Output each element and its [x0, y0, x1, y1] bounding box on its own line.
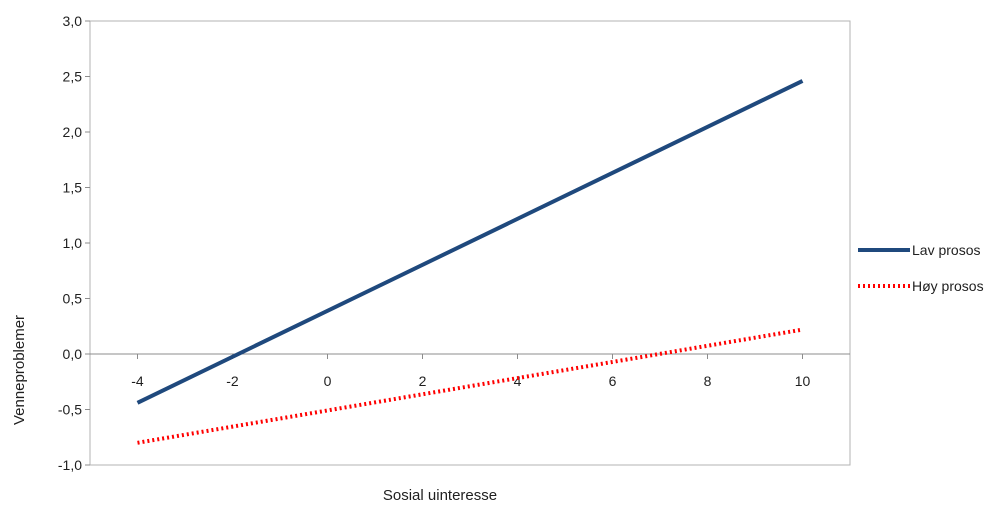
series-lines [136, 79, 804, 445]
x-tick-label: 4 [514, 373, 522, 389]
y-tick-label: 2,5 [63, 69, 83, 85]
x-tick-label: 0 [324, 373, 332, 389]
legend-label-lav-prosos: Lav prosos [912, 242, 980, 258]
y-axis-ticks: 3,0 2,5 2,0 1,5 1,0 0,5 0,0 -0,5 -1,0 [58, 13, 90, 473]
series-line-lav-prosos [136, 79, 804, 405]
x-tick-label: -2 [226, 373, 239, 389]
y-axis-title: Venneproblemer [11, 315, 28, 425]
legend-label-hoy-prosos: Høy prosos [912, 278, 984, 294]
x-axis-ticks: -4 -2 0 2 4 6 8 10 [131, 354, 810, 389]
y-tick-label: 0,5 [63, 291, 83, 307]
y-tick-label: 2,0 [63, 124, 83, 140]
x-tick-label: 8 [704, 373, 712, 389]
y-tick-label: 1,0 [63, 235, 83, 251]
x-tick-label: 6 [609, 373, 617, 389]
y-tick-label: 3,0 [63, 13, 83, 29]
x-tick-label: 10 [795, 373, 811, 389]
y-tick-label: 0,0 [63, 346, 83, 362]
x-tick-label: -4 [131, 373, 144, 389]
x-tick-label: 2 [419, 373, 427, 389]
x-axis-title: Sosial uinteresse [383, 487, 497, 504]
y-tick-label: -0,5 [58, 402, 82, 418]
y-tick-label: -1,0 [58, 457, 82, 473]
legend: Lav prosos Høy prosos [858, 242, 984, 294]
y-tick-label: 1,5 [63, 180, 83, 196]
